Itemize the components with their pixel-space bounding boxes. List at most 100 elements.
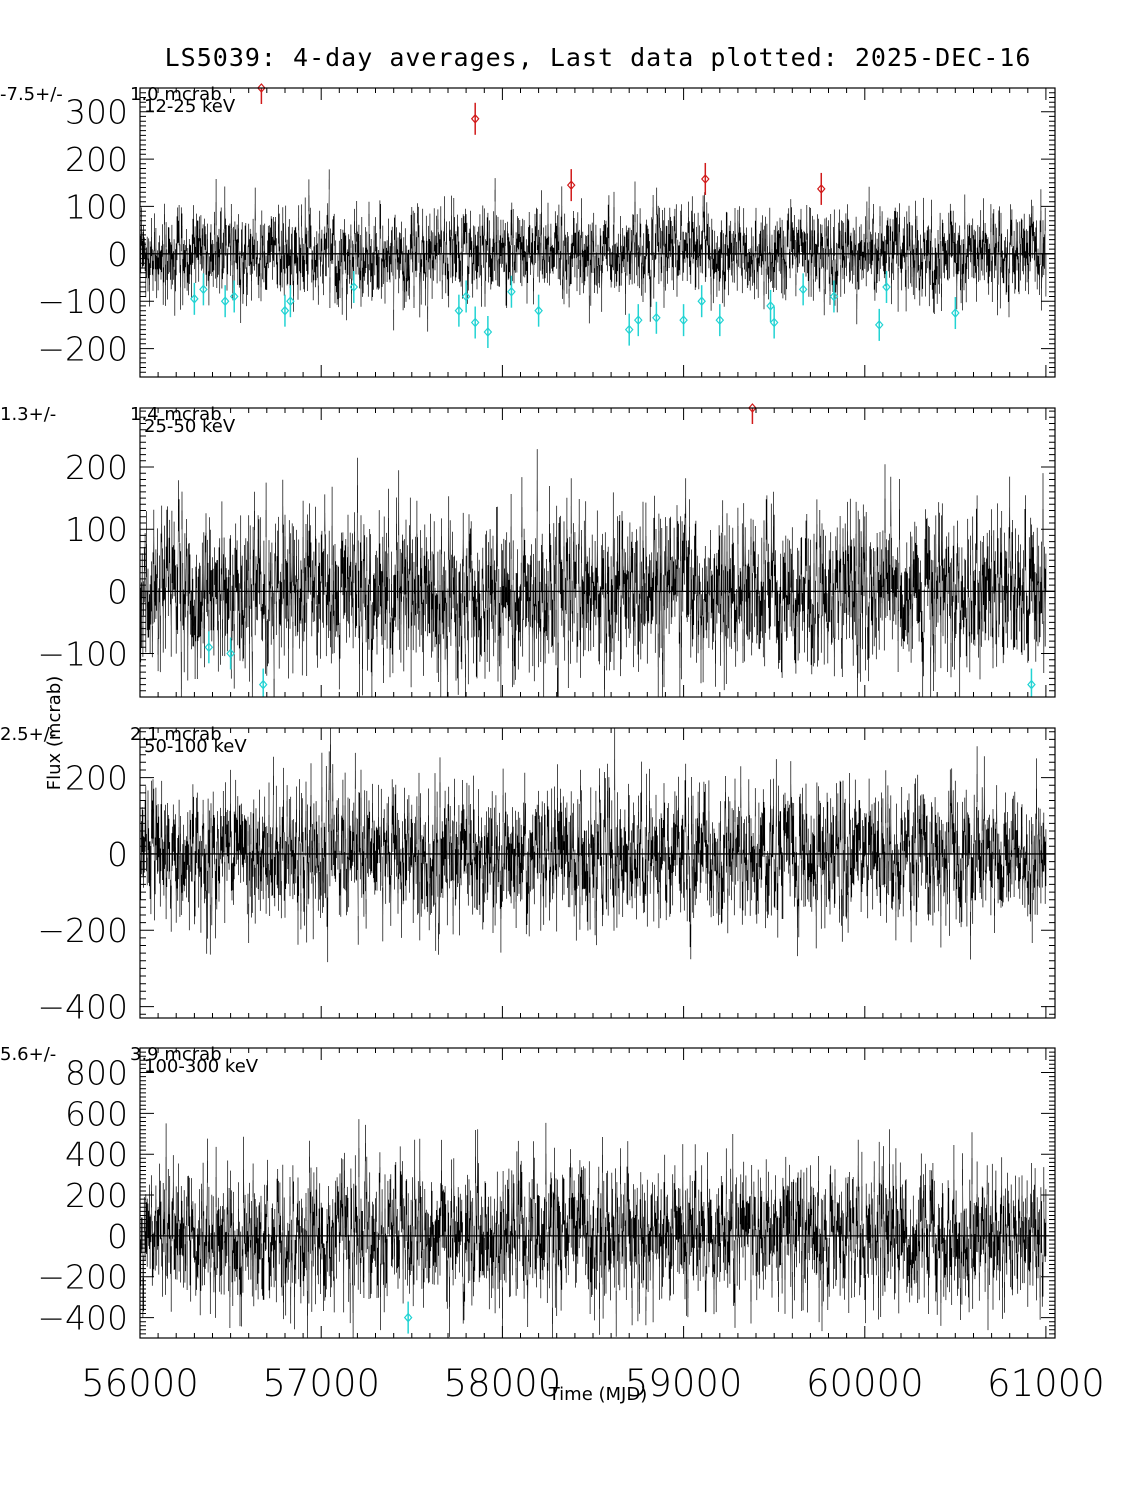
mean-flux-label: 1.3+/-: [0, 404, 56, 425]
flux-series: [139, 1143, 1047, 1324]
x-tick-label: 57000: [262, 1362, 380, 1405]
x-tick-labels: 56000 57000 58000 59000 60000 61000: [81, 1362, 1105, 1405]
x-tick-label: 58000: [444, 1362, 562, 1405]
y-tick-label: 100: [65, 510, 128, 549]
low-outlier-point-point: [715, 315, 725, 326]
low-outlier-point-point: [454, 305, 464, 316]
low-outlier-point: [461, 280, 471, 313]
y-tick-label: 800: [65, 1054, 128, 1093]
low-outlier-point: [199, 273, 208, 306]
low-outlier-point-point: [204, 642, 214, 653]
low-outlier-point-point: [951, 308, 960, 318]
low-outlier-point: [229, 280, 239, 313]
high-outlier-point: [257, 83, 266, 104]
error-bars-series: [139, 1119, 1047, 1338]
low-outlier-point-point: [534, 305, 543, 316]
mean-error-label: 2.1 mcrab: [130, 724, 222, 745]
low-outlier-point-point: [258, 679, 268, 690]
y-tick-label: 100: [65, 187, 128, 226]
low-outlier-point: [190, 282, 199, 315]
low-outlier-point: [349, 270, 359, 303]
panel-frame: [139, 1047, 1056, 1339]
low-outlier-point: [624, 313, 634, 346]
panel-frame: [139, 87, 1056, 378]
x-tick-label: 60000: [806, 1362, 924, 1405]
y-tick-label: −400: [37, 1299, 128, 1338]
mean-error-label: 1.0 mcrab: [130, 84, 222, 105]
high-outlier-point-point: [566, 180, 576, 191]
low-outlier-point: [280, 294, 290, 327]
low-outlier-point: [286, 285, 295, 318]
panel-1: −200 −100 0 100 200 300-7.5+/- 1.0 mcrab12-25 …: [0, 83, 1056, 378]
y-tick-label: −200: [37, 330, 128, 369]
mean-flux-label: -7.5+/-: [0, 84, 63, 105]
low-outlier-point: [829, 280, 839, 313]
y-tick-label: 400: [65, 1135, 128, 1174]
y-ticks: [140, 1047, 1055, 1339]
low-outlier-point-point: [190, 293, 199, 304]
low-outlier-point-point: [798, 284, 808, 295]
low-outlier-point: [204, 631, 214, 664]
low-outlier-point-point: [829, 291, 839, 302]
high-outlier-point: [470, 102, 480, 135]
low-outlier-point: [679, 304, 688, 337]
x-axis-label: Time (MJD): [548, 1384, 648, 1405]
y-ticks: [140, 410, 1055, 698]
high-outlier-point-point: [701, 174, 710, 184]
mean-flux-label: 5.6+/-: [0, 1044, 56, 1065]
y-tick-label: 300: [65, 93, 128, 132]
low-outlier-point: [951, 297, 960, 330]
x-ticks: [139, 88, 1047, 377]
panel-frame: [139, 727, 1056, 1019]
high-outlier-point-point: [748, 403, 757, 413]
x-ticks: [139, 408, 1047, 697]
low-outlier-point-point: [624, 324, 634, 335]
low-outlier-point: [882, 270, 891, 303]
panels-group: −200 −100 0 100 200 300-7.5+/- 1.0 mcrab12-25 …: [0, 83, 1056, 1339]
low-outlier-point-point: [697, 296, 706, 307]
y-tick-label: 200: [65, 448, 128, 487]
y-tick-label: −100: [37, 282, 128, 321]
low-outlier-point: [454, 294, 464, 327]
energy-band-label: 12-25 keV: [144, 96, 236, 117]
low-outlier-point-point: [766, 301, 775, 311]
low-outlier-point-point: [280, 305, 290, 316]
high-outlier-point-point: [470, 113, 480, 124]
low-outlier-point: [1027, 668, 1036, 697]
high-outlier-point-point: [257, 83, 266, 93]
flux-series: [139, 480, 1047, 698]
mean-error-label: 1.4 mcrab: [130, 404, 222, 425]
high-outlier-point: [748, 403, 757, 424]
low-outlier-point: [652, 301, 661, 334]
low-outlier-point: [766, 289, 775, 322]
low-outlier-point-point: [461, 291, 471, 302]
low-outlier-point-point: [679, 315, 688, 326]
y-tick-label: −200: [37, 911, 128, 950]
y-tick-label: 200: [65, 140, 128, 179]
low-outlier-point: [470, 306, 480, 339]
x-tick-label: 61000: [987, 1362, 1105, 1405]
low-outlier-point-point: [199, 284, 208, 295]
low-outlier-point-point: [1027, 679, 1036, 690]
y-tick-label: −400: [37, 988, 128, 1027]
low-outlier-point: [507, 275, 516, 308]
low-outlier-point: [483, 315, 493, 348]
y-axis-label: Flux (mcrab): [44, 676, 65, 790]
x-ticks: [139, 728, 1047, 1018]
flux-series: [139, 179, 1047, 321]
high-outlier-point: [566, 169, 576, 202]
y-tick-label: 0: [107, 572, 128, 611]
low-outlier-point-point: [507, 286, 516, 297]
low-outlier-point-point: [652, 312, 661, 323]
flux-series: [139, 744, 1047, 942]
energy-band-label: 100-300 keV: [144, 1056, 259, 1077]
mean-error-label: 3.9 mcrab: [130, 1044, 222, 1065]
x-tick-label: 56000: [81, 1362, 199, 1405]
low-outlier-point-point: [470, 317, 480, 328]
panel-frame: [139, 407, 1056, 698]
low-outlier-point: [226, 637, 235, 670]
